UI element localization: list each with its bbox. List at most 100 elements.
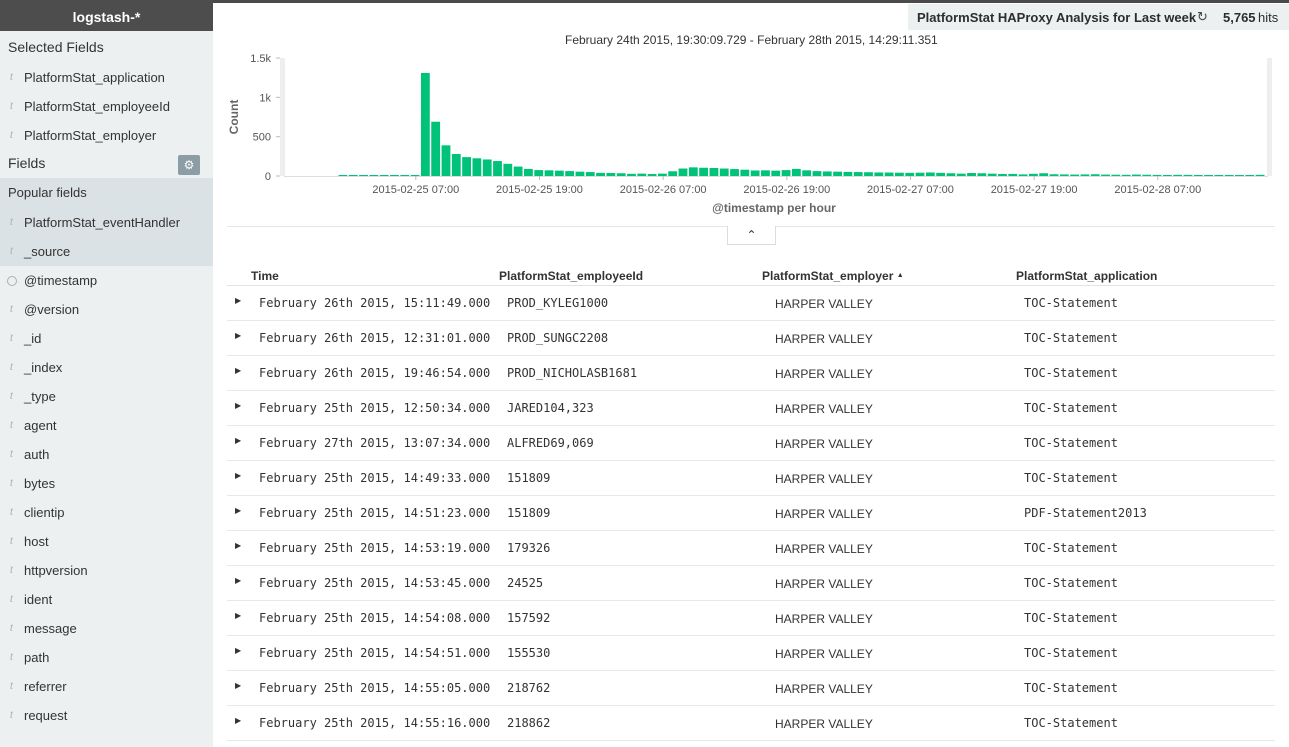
cell-employee-id: 179326 xyxy=(507,541,551,555)
table-row[interactable]: ▶ February 27th 2015, 13:07:34.000 ALFRED6… xyxy=(227,426,1275,461)
field-item[interactable]: t _type xyxy=(0,382,213,411)
cell-time: February 25th 2015, 14:51:23.000 xyxy=(259,506,491,520)
string-type-icon: t xyxy=(10,362,13,373)
expand-row-icon[interactable]: ▶ xyxy=(235,296,242,305)
gear-icon[interactable]: ⚙ xyxy=(178,155,200,175)
table-row[interactable]: ▶ February 25th 2015, 14:53:19.000 179326 H… xyxy=(227,531,1275,566)
histogram-bar xyxy=(802,170,812,176)
histogram-bar xyxy=(379,175,389,176)
fields-title: Fields xyxy=(8,155,46,171)
table-row[interactable]: ▶ February 25th 2015, 14:53:45.000 24525 HA… xyxy=(227,566,1275,601)
expand-row-icon[interactable]: ▶ xyxy=(235,611,242,620)
expand-row-icon[interactable]: ▶ xyxy=(235,646,242,655)
cell-employer: HARPER VALLEY xyxy=(775,577,873,591)
cell-employer: HARPER VALLEY xyxy=(775,472,873,486)
histogram-bar xyxy=(822,171,832,176)
expand-row-icon[interactable]: ▶ xyxy=(235,436,242,445)
y-tick-label: 1.5k xyxy=(250,53,271,65)
table-row[interactable]: ▶ February 26th 2015, 15:11:49.000 PROD_KY… xyxy=(227,286,1275,321)
cell-time: February 25th 2015, 14:53:45.000 xyxy=(259,576,491,590)
histogram-bar xyxy=(740,169,750,176)
field-item[interactable]: t auth xyxy=(0,440,213,469)
column-header-employer-label: PlatformStat_employer xyxy=(762,269,894,283)
field-item[interactable]: t agent xyxy=(0,411,213,440)
table-row[interactable]: ▶ February 25th 2015, 14:55:05.000 218762 H… xyxy=(227,671,1275,706)
x-tick-label: 2015-02-28 07:00 xyxy=(1114,184,1201,196)
histogram-bar xyxy=(348,175,358,176)
histogram-bar xyxy=(956,173,966,176)
expand-row-icon[interactable]: ▶ xyxy=(235,716,242,725)
fields-header: Fields ⚙ xyxy=(0,150,213,178)
field-item[interactable]: t _index xyxy=(0,353,213,382)
table-row[interactable]: ▶ February 25th 2015, 14:54:08.000 157592 H… xyxy=(227,601,1275,636)
table-row[interactable]: ▶ February 25th 2015, 14:54:51.000 155530 H… xyxy=(227,636,1275,671)
histogram-bar xyxy=(1008,173,1018,176)
histogram-bar xyxy=(771,170,781,176)
field-item[interactable]: t bytes xyxy=(0,469,213,498)
field-item[interactable]: t httpversion xyxy=(0,556,213,585)
field-item[interactable]: t clientip xyxy=(0,498,213,527)
cell-time: February 27th 2015, 13:07:34.000 xyxy=(259,436,491,450)
field-item[interactable]: t PlatformStat_application xyxy=(0,63,213,92)
field-item[interactable]: t @version xyxy=(0,295,213,324)
histogram-bar xyxy=(853,172,863,176)
field-item[interactable]: t message xyxy=(0,614,213,643)
field-name: host xyxy=(24,534,49,549)
column-header-employer[interactable]: PlatformStat_employer ▲ xyxy=(762,269,904,283)
field-item[interactable]: t ident xyxy=(0,585,213,614)
expand-row-icon[interactable]: ▶ xyxy=(235,401,242,410)
selected-fields-title: Selected Fields xyxy=(8,39,104,55)
histogram-chart: 0 500 1k 1.5k Count 2015-02-25 07:00 2015-02-2… xyxy=(220,50,1280,220)
histogram-bar xyxy=(781,170,791,176)
saved-search-title[interactable]: PlatformStat HAProxy Analysis for Last w… xyxy=(917,10,1197,25)
table-row[interactable]: ▶ February 26th 2015, 19:46:54.000 PROD_NI… xyxy=(227,356,1275,391)
field-item[interactable]: t _id xyxy=(0,324,213,353)
field-item[interactable]: t host xyxy=(0,527,213,556)
reload-icon[interactable]: ↻ xyxy=(1197,9,1208,24)
expand-row-icon[interactable]: ▶ xyxy=(235,541,242,550)
histogram-bar xyxy=(390,175,399,176)
expand-row-icon[interactable]: ▶ xyxy=(235,506,242,515)
histogram-bar xyxy=(905,172,915,176)
chevron-up-icon[interactable]: ⌃ xyxy=(727,226,776,245)
column-header-time[interactable]: Time xyxy=(251,269,279,283)
cell-time: February 25th 2015, 14:54:51.000 xyxy=(259,646,491,660)
column-header-application[interactable]: PlatformStat_application xyxy=(1016,269,1158,283)
histogram-bar xyxy=(791,168,801,176)
field-item[interactable]: @timestamp xyxy=(0,266,213,295)
histogram-bar xyxy=(585,172,595,176)
table-row[interactable]: ▶ February 26th 2015, 12:31:01.000 PROD_SU… xyxy=(227,321,1275,356)
table-row[interactable]: ▶ February 25th 2015, 12:50:34.000 JARED10… xyxy=(227,391,1275,426)
histogram-bar xyxy=(884,172,894,176)
cell-employee-id: 24525 xyxy=(507,576,544,590)
column-header-employee-id[interactable]: PlatformStat_employeeId xyxy=(499,269,644,283)
expand-row-icon[interactable]: ▶ xyxy=(235,471,242,480)
y-axis-label: Count xyxy=(227,100,241,135)
expand-row-icon[interactable]: ▶ xyxy=(235,681,242,690)
expand-row-icon[interactable]: ▶ xyxy=(235,576,242,585)
index-pattern-title[interactable]: logstash-* xyxy=(0,0,213,31)
cell-time: February 26th 2015, 19:46:54.000 xyxy=(259,366,491,380)
histogram-bar xyxy=(431,121,441,176)
table-row[interactable]: ▶ February 25th 2015, 14:51:23.000 151809 H… xyxy=(227,496,1275,531)
cell-application: TOC-Statement xyxy=(1024,716,1118,730)
field-item[interactable]: t path xyxy=(0,643,213,672)
histogram-bar xyxy=(987,173,997,176)
field-item[interactable]: t PlatformStat_employeeId xyxy=(0,92,213,121)
field-item[interactable]: t request xyxy=(0,701,213,730)
cell-employer: HARPER VALLEY xyxy=(775,297,873,311)
x-tick-label: 2015-02-26 07:00 xyxy=(620,184,707,196)
sort-asc-icon[interactable]: ▲ xyxy=(896,272,904,279)
expand-row-icon[interactable]: ▶ xyxy=(235,366,242,375)
table-row[interactable]: ▶ February 25th 2015, 14:55:16.000 218862 H… xyxy=(227,706,1275,741)
field-name: PlatformStat_eventHandler xyxy=(24,215,181,230)
table-row[interactable]: ▶ February 25th 2015, 14:49:33.000 151809 H… xyxy=(227,461,1275,496)
field-name: message xyxy=(24,621,77,636)
histogram-bar xyxy=(565,171,575,176)
expand-row-icon[interactable]: ▶ xyxy=(235,331,242,340)
field-item[interactable]: t referrer xyxy=(0,672,213,701)
cell-employer: HARPER VALLEY xyxy=(775,367,873,381)
field-item[interactable]: t _source xyxy=(0,237,213,266)
field-item[interactable]: t PlatformStat_employer xyxy=(0,121,213,150)
field-item[interactable]: t PlatformStat_eventHandler xyxy=(0,208,213,237)
